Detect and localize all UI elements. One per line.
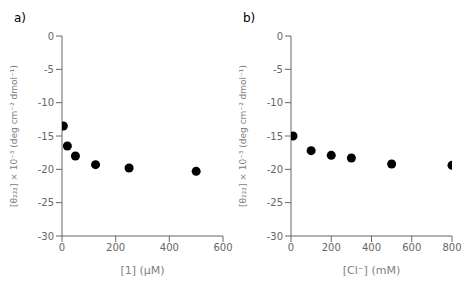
svg-text:0: 0 [48,31,54,42]
svg-text:-5: -5 [273,64,283,75]
svg-text:0: 0 [277,31,283,42]
svg-text:-25: -25 [38,197,54,208]
svg-text:800: 800 [442,242,461,253]
svg-text:-25: -25 [267,197,283,208]
svg-text:-30: -30 [38,231,54,242]
html-text:a): a) [14,11,26,25]
svg-text:-5: -5 [44,64,54,75]
svg-text:200: 200 [322,242,341,253]
svg-text:[θ₂₂₂] × 10⁻³ (deg cm⁻² dmol⁻¹: [θ₂₂₂] × 10⁻³ (deg cm⁻² dmol⁻¹) [9,65,19,207]
svg-text:[Cl⁻] (mM): [Cl⁻] (mM) [343,264,400,277]
svg-text:0: 0 [288,242,294,253]
svg-text:400: 400 [160,242,179,253]
svg-text:-20: -20 [38,164,54,175]
svg-text:-20: -20 [267,164,283,175]
svg-text:0: 0 [59,242,65,253]
svg-text:-15: -15 [267,131,283,142]
svg-text:-15: -15 [38,131,54,142]
svg-text:600: 600 [213,242,232,253]
svg-text:[1] (μM): [1] (μM) [120,264,164,277]
svg-text:600: 600 [402,242,421,253]
svg-text:[θ₂₂₂] × 10⁻³ (deg cm⁻² dmol⁻¹: [θ₂₂₂] × 10⁻³ (deg cm⁻² dmol⁻¹) [238,65,248,207]
svg-text:-10: -10 [267,97,283,108]
html-text:b): b) [243,11,256,25]
svg-text:-10: -10 [38,97,54,108]
svg-text:200: 200 [106,242,125,253]
svg-text:400: 400 [362,242,381,253]
svg-text:-30: -30 [267,231,283,242]
